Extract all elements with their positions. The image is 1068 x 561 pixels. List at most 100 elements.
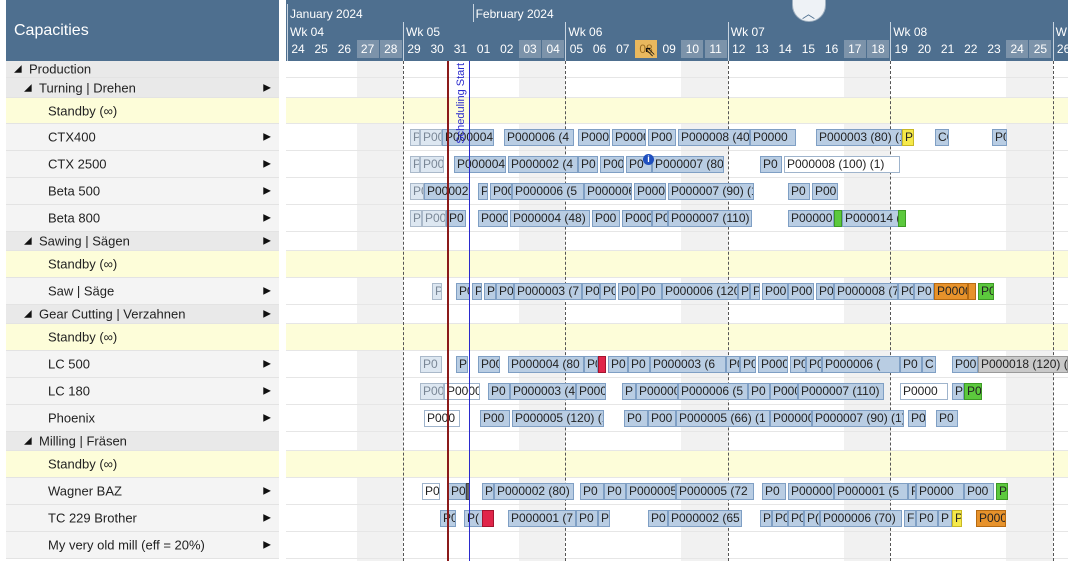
operation-bar[interactable]: P000001 (7 <box>508 510 576 527</box>
operation-bar[interactable]: P0 <box>638 283 662 300</box>
timeline-row-saw[interactable] <box>286 278 1068 305</box>
operation-bar[interactable]: P00 <box>420 383 444 400</box>
resource-row-turning[interactable]: ◢ Turning | Drehen ▶ <box>6 78 279 98</box>
operation-bar[interactable]: P000008 (40 <box>678 129 750 146</box>
operation-bar[interactable]: F <box>908 483 916 500</box>
day-4[interactable]: 28 <box>379 40 402 58</box>
operation-bar[interactable]: P000 <box>478 210 508 227</box>
timeline-row-sawing[interactable] <box>286 232 1068 251</box>
operation-bar[interactable]: P <box>456 356 468 373</box>
timeline-row-oldmill[interactable] <box>286 532 1068 559</box>
info-icon[interactable]: i <box>643 154 654 165</box>
operation-bar[interactable]: P0 <box>420 356 442 373</box>
day-32[interactable]: 25 <box>1029 40 1052 58</box>
operation-bar[interactable]: P0 <box>936 410 958 427</box>
operation-bar[interactable]: P0 <box>648 510 668 527</box>
resource-row-gear-standby[interactable]: Standby (∞) <box>6 324 279 351</box>
operation-bar[interactable]: P <box>410 129 420 146</box>
operation-bar[interactable]: P <box>432 283 442 300</box>
expand-arrow-icon[interactable]: ▶ <box>263 485 271 497</box>
timeline-row-tc229[interactable] <box>286 505 1068 532</box>
operation-bar[interactable]: P0000 <box>750 129 796 146</box>
operation-bar[interactable]: P0 <box>496 283 514 300</box>
operation-bar[interactable]: P0 <box>760 156 782 173</box>
collapse-triangle-icon[interactable]: ◢ <box>24 235 32 247</box>
operation-bar[interactable] <box>968 283 976 300</box>
operation-bar[interactable]: P000003 (6 <box>650 356 726 373</box>
operation-bar[interactable]: P0 <box>448 483 466 500</box>
expand-arrow-icon[interactable]: ▶ <box>263 539 271 551</box>
operation-bar[interactable]: P00 <box>648 410 676 427</box>
timeline-row-ctx400[interactable] <box>286 124 1068 151</box>
collapse-triangle-icon[interactable]: ◢ <box>24 435 32 447</box>
operation-bar[interactable]: P000 <box>576 383 606 400</box>
operation-bar[interactable]: P0 <box>576 510 598 527</box>
operation-bar[interactable]: P( <box>804 510 820 527</box>
operation-bar[interactable]: P <box>622 383 636 400</box>
operation-bar[interactable]: P <box>738 283 750 300</box>
timeline-row-wagner[interactable] <box>286 478 1068 505</box>
operation-bar[interactable]: P00000 <box>636 383 678 400</box>
timeline-row-turning[interactable] <box>286 78 1068 98</box>
resource-row-gear[interactable]: ◢ Gear Cutting | Verzahnen ▶ <box>6 305 279 324</box>
operation-bar[interactable]: P <box>760 510 772 527</box>
operation-bar[interactable]: P000006 (70) <box>820 510 902 527</box>
operation-bar[interactable]: P00 <box>422 210 446 227</box>
resource-row-lc500[interactable]: LC 500 ▶ <box>6 351 279 378</box>
timeline-row-beta500[interactable] <box>286 178 1068 205</box>
day-20[interactable]: 13 <box>755 42 769 56</box>
operation-bar[interactable]: P000 <box>770 383 798 400</box>
operation-bar[interactable]: P000008 (7 <box>834 283 898 300</box>
expand-arrow-icon[interactable]: ▶ <box>263 158 271 170</box>
operation-bar[interactable]: P0 <box>762 483 786 500</box>
resource-row-saw[interactable]: Saw | Säge ▶ <box>6 278 279 305</box>
operation-bar[interactable]: P00 <box>788 283 814 300</box>
operation-bar[interactable]: P <box>598 510 610 527</box>
operation-bar[interactable]: P0 <box>978 283 994 300</box>
operation-bar[interactable]: P000007 (90) (1) <box>812 410 904 427</box>
operation-bar[interactable]: C <box>922 356 936 373</box>
operation-bar[interactable]: P000 <box>758 356 788 373</box>
operation-bar[interactable]: P <box>482 483 494 500</box>
day-16[interactable]: 09 <box>662 42 676 56</box>
operation-bar[interactable]: P00 <box>592 210 620 227</box>
day-15[interactable]: 08 <box>635 40 657 58</box>
operation-bar[interactable]: P0000 <box>916 483 964 500</box>
resource-row-milling[interactable]: ◢ Milling | Fräsen <box>6 432 279 451</box>
day-23[interactable]: 16 <box>824 42 839 56</box>
operation-bar[interactable]: P0 <box>456 283 470 300</box>
operation-bar[interactable]: P0000 <box>612 129 646 146</box>
operation-bar[interactable]: P000018 (120) ( <box>978 356 1068 373</box>
day-12[interactable]: 05 <box>569 42 584 56</box>
operation-bar[interactable]: P0 <box>748 383 770 400</box>
timeline-row-gear[interactable] <box>286 305 1068 324</box>
operation-bar[interactable]: P00 <box>600 156 624 173</box>
operation-bar[interactable]: P0 <box>488 383 510 400</box>
day-27[interactable]: 20 <box>917 42 932 56</box>
expand-arrow-icon[interactable]: ▶ <box>263 285 271 297</box>
expand-arrow-icon[interactable]: ▶ <box>263 131 271 143</box>
day-7[interactable]: 31 <box>453 42 468 56</box>
operation-bar[interactable]: P <box>410 156 420 173</box>
operation-bar[interactable]: P000008 (100) (1) <box>784 156 900 173</box>
operation-bar[interactable]: P00 <box>480 410 510 427</box>
operation-bar[interactable]: P00 <box>478 356 500 373</box>
resource-row-sawing[interactable]: ◢ Sawing | Sägen ▶ <box>6 232 279 251</box>
timeline-row-production[interactable] <box>286 61 1068 78</box>
operation-bar[interactable]: P <box>938 510 952 527</box>
operation-bar[interactable]: P0 <box>914 283 934 300</box>
day-3[interactable]: 27 <box>356 40 379 58</box>
operation-bar[interactable]: P000003 (4 <box>510 383 576 400</box>
day-21[interactable]: 14 <box>778 42 792 56</box>
operation-bar[interactable]: P000004 <box>454 156 506 173</box>
timeline-row-milling[interactable] <box>286 432 1068 451</box>
operation-bar[interactable]: P000002 (4 <box>508 156 578 173</box>
operation-bar[interactable]: P0 <box>772 510 788 527</box>
day-24[interactable]: 17 <box>843 40 866 58</box>
operation-bar[interactable]: CC <box>935 129 949 146</box>
resource-row-ctx2500[interactable]: CTX 2500 ▶ <box>6 151 279 178</box>
timeline-row-beta800[interactable] <box>286 205 1068 232</box>
day-13[interactable]: 06 <box>592 42 607 56</box>
day-17[interactable]: 10 <box>681 40 704 58</box>
operation-bar[interactable]: P0 <box>916 510 938 527</box>
